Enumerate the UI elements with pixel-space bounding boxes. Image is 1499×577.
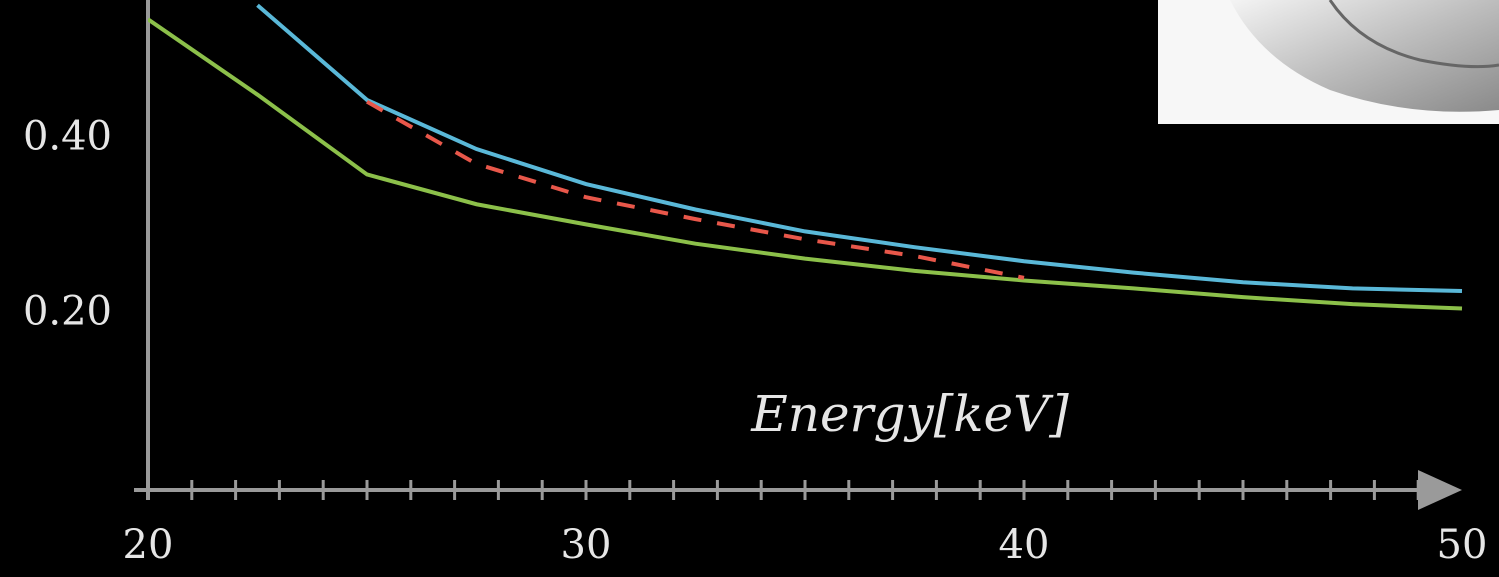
series-line [148,17,1463,311]
inset-image [1158,0,1499,124]
y-tick-label: 0.20 [23,289,112,335]
series-line [366,99,1025,280]
x-axis-label: Energy[keV] [750,385,1069,443]
x-tick-label: 50 [1437,522,1488,568]
x-tick-label: 40 [999,522,1050,568]
y-tick-label: 0.40 [23,113,112,159]
series-line [256,3,1463,294]
x-axis-arrow [1418,470,1462,510]
x-tick-label: 30 [561,522,612,568]
x-tick-label: 20 [123,522,174,568]
